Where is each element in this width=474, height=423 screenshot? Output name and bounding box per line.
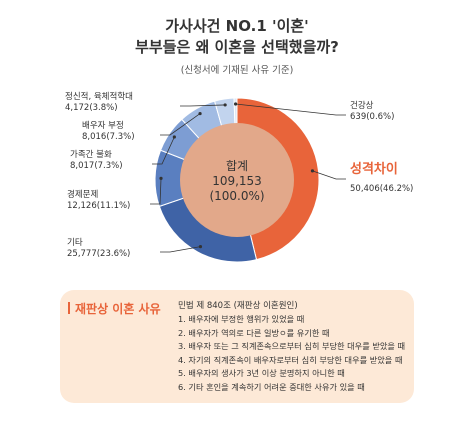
donut-chart: 합계 109,153 (100.0%) 성격차이 50,406(46.2%) 기타2… xyxy=(65,91,413,263)
reason-item: 3. 배우자 또는 그 직계존속으로부터 심히 부당한 대우를 받았을 때 xyxy=(178,341,406,351)
title-block: 가사사건 NO.1 '이혼' 부부들은 왜 이혼을 선택했을까? (신청서에 기… xyxy=(0,16,474,76)
slice-label-기타: 기타 xyxy=(67,238,83,248)
reason-item: 6. 기타 혼인을 계속하기 어려운 중대한 사유가 있을 때 xyxy=(178,381,365,392)
leader-dot-성격차이 xyxy=(310,169,315,173)
leader-dot-가족간-불화 xyxy=(172,135,176,139)
donut-inner-circle xyxy=(180,123,294,237)
title-accent-bar xyxy=(68,302,70,314)
reason-item: 4. 자기의 직계존속이 배우자로부터 심히 부당한 대우를 받았을 때 xyxy=(178,354,403,365)
center-total: 109,153 xyxy=(212,174,262,188)
chart-title-line2: 부부들은 왜 이혼을 선택했을까? xyxy=(135,38,339,56)
slice-value-정신적-육체적학대: 4,172(3.8%) xyxy=(65,103,118,113)
reason-item: 1. 배우자에 부정한 행위가 있었을 때 xyxy=(178,314,305,324)
chart-subtitle: (신청서에 기재된 사유 기준) xyxy=(180,65,294,76)
leader-dot-배우자-부정 xyxy=(198,111,202,116)
leader-line-기타 xyxy=(160,246,201,253)
leader-dot-건강상 xyxy=(234,102,238,106)
reason-item: 2. 배우자가 역의로 다른 일방ㅇ를 유기한 때 xyxy=(178,327,330,338)
slice-label-가족간-불화: 가족간 불화 xyxy=(70,149,112,160)
leader-line-건강상 xyxy=(235,103,346,116)
slice-value-가족간-불화: 8,017(7.3%) xyxy=(70,161,123,171)
leader-dot-기타 xyxy=(198,245,203,249)
leader-line-성격차이 xyxy=(312,170,346,180)
slice-label-경제문제: 경제문제 xyxy=(67,189,98,200)
reasons-box-title-text: 재판상 이혼 사유 xyxy=(75,302,161,316)
center-label: 합계 xyxy=(226,159,248,173)
law-reference: 민법 제 840조 (재판상 이혼원인) xyxy=(178,301,298,311)
slice-value-성격차이: 50,406(46.2%) xyxy=(350,184,413,194)
reason-item: 5. 배우자의 생사가 3년 이상 분명하지 아니한 때 xyxy=(178,368,345,378)
leader-line-가족간-불화 xyxy=(152,136,175,165)
leader-line-정신적-육체적학대 xyxy=(180,104,226,107)
leader-line-경제문제 xyxy=(150,178,162,205)
leader-line-배우자-부정 xyxy=(160,113,201,136)
slice-label-배우자-부정: 배우자 부정 xyxy=(82,120,124,131)
slice-label-정신적-육체적학대: 정신적, 육체적학대 xyxy=(65,91,133,102)
leader-dot-경제문제 xyxy=(159,176,163,180)
slice-value-건강상: 639(0.6%) xyxy=(350,112,394,122)
slice-value-경제문제: 12,126(11.1%) xyxy=(67,201,130,211)
reasons-box-title: 재판상 이혼 사유 xyxy=(68,300,161,317)
reasons-list: 1. 배우자에 부정한 행위가 있었을 때 2. 배우자가 역의로 다른 일방ㅇ… xyxy=(178,313,405,394)
slice-value-기타: 25,777(23.6%) xyxy=(67,249,130,259)
chart-title-line1: 가사사건 NO.1 '이혼' xyxy=(165,17,309,35)
slice-value-배우자-부정: 8,016(7.3%) xyxy=(82,132,135,142)
leader-dot-정신적-육체적학대 xyxy=(223,103,227,107)
center-percent: (100.0%) xyxy=(209,189,264,203)
slice-label-건강상: 건강상 xyxy=(350,100,374,111)
divorce-reasons-box: 재판상 이혼 사유 민법 제 840조 (재판상 이혼원인) 1. 배우자에 부… xyxy=(60,290,414,403)
slice-label-성격차이: 성격차이 xyxy=(350,161,398,177)
